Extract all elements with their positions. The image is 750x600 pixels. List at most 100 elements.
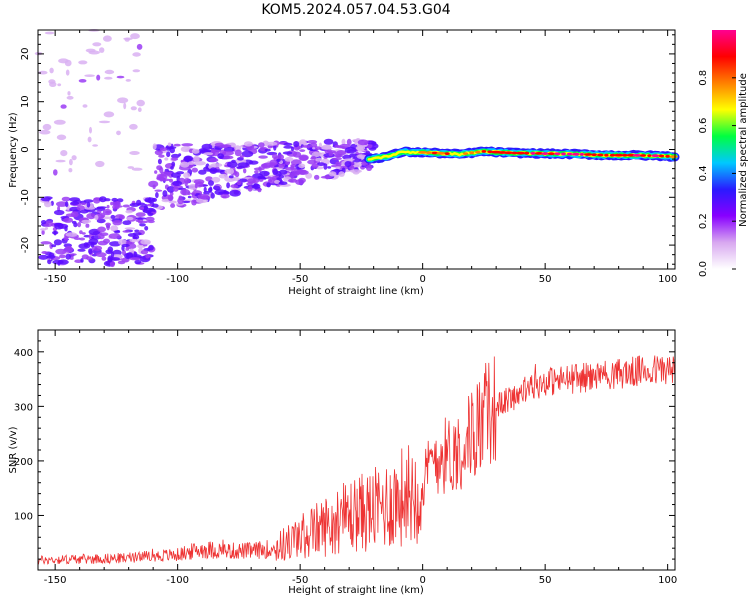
spectrogram-blob	[173, 143, 181, 147]
spectrogram-blob	[80, 258, 84, 263]
spectrogram-blob	[172, 180, 183, 186]
spectrogram-blob	[144, 199, 153, 203]
spectrogram-blob	[63, 217, 73, 223]
spectrogram-blob	[129, 151, 140, 155]
spectrogram-blob	[123, 102, 127, 110]
spectrogram-blob	[65, 69, 70, 76]
spectrogram-blob	[99, 196, 107, 203]
spectrogram-blob	[298, 163, 306, 169]
spectrogram-blob	[176, 171, 185, 175]
spectrogram-blob	[111, 197, 118, 202]
spectrogram-blob	[53, 222, 64, 227]
spectrogram-blob	[299, 149, 306, 153]
spectrogram-blob	[104, 76, 113, 80]
snr-xtick-label: -100	[166, 575, 189, 586]
spectrogram-blob	[282, 151, 293, 155]
spectrogram-ridge-peak	[541, 152, 549, 156]
spectrogram-blob	[114, 230, 121, 234]
spectrogram-blob	[110, 251, 115, 258]
spectrogram-blob	[44, 201, 50, 205]
spectrogram-blob	[49, 242, 53, 249]
spectrogram-blob	[155, 192, 159, 199]
spectrogram-blob	[158, 174, 164, 182]
spectrogram-blob	[42, 123, 52, 131]
spectrogram-blob	[328, 171, 337, 177]
spectrogram-blob	[349, 164, 355, 171]
spectrogram-blob	[61, 196, 71, 202]
spectrogram-ridge-peak	[469, 151, 475, 155]
spectrogram-blob	[210, 192, 215, 199]
spectrogram-blob	[107, 257, 113, 263]
spectrogram-blob	[229, 142, 236, 146]
spectrogram-blob	[177, 197, 184, 205]
spectrogram-ridge-peak	[613, 153, 624, 157]
spectrogram-blob	[69, 253, 77, 256]
spectrogram-blob	[191, 148, 200, 154]
spectrogram-blob	[95, 252, 107, 258]
spectrogram-blob	[135, 217, 147, 220]
snr-ytick-label: 400	[14, 348, 33, 359]
spectrogram-blob	[279, 169, 288, 175]
spectrogram-blob	[312, 147, 316, 150]
spectrogram-ridge-peak	[651, 154, 660, 158]
colorbar-tick-label: 0.4	[698, 165, 709, 181]
spectrogram-blob	[129, 238, 138, 243]
spectrogram-ridge-peak	[511, 151, 518, 155]
spectrogram-blob	[80, 209, 89, 214]
spectrogram-ridge-peak	[530, 151, 536, 155]
spectrogram-blob	[272, 168, 279, 176]
spectrogram-blob	[350, 169, 362, 174]
spectrogram-blob	[55, 159, 66, 163]
spectrogram-blob	[272, 153, 278, 160]
spectrogram-blob	[154, 170, 158, 174]
spectrogram-blob	[124, 227, 136, 230]
spectrogram-xtick-label: -100	[166, 274, 189, 285]
spectrogram-blob	[354, 139, 358, 146]
spectrogram-blob	[307, 159, 317, 165]
colorbar-tick-label: 0.0	[698, 261, 709, 277]
spectrogram-blob	[136, 99, 145, 107]
spectrogram-blob	[180, 146, 192, 153]
spectrogram-blob	[51, 244, 57, 248]
spectrogram-blob	[166, 186, 175, 193]
spectrogram-blob	[83, 199, 94, 203]
spectrogram-blob	[258, 155, 268, 159]
spectrogram-blob	[171, 161, 176, 167]
spectrogram-blob	[226, 161, 238, 168]
spectrogram-blob	[219, 144, 229, 149]
spectrogram-blob	[132, 52, 141, 57]
spectrogram-blob	[125, 247, 130, 251]
spectrogram-blob	[47, 259, 52, 265]
spectrogram-blob	[290, 171, 300, 176]
spectrogram-blob	[283, 142, 293, 146]
spectrogram-blob	[167, 194, 174, 202]
spectrogram-ridge-peak	[554, 152, 561, 156]
spectrogram-blob	[125, 240, 133, 245]
spectrogram-ridge-peak	[591, 153, 597, 157]
spectrogram-ridge-peak	[597, 153, 604, 157]
spectrogram-blob	[152, 184, 156, 190]
spectrogram-blob	[96, 210, 102, 214]
spectrogram-blob	[46, 254, 56, 259]
spectrogram-blob	[181, 200, 191, 204]
spectrogram-blob	[84, 74, 95, 77]
spectrogram-blob	[183, 155, 194, 162]
spectrogram-blob	[239, 155, 245, 158]
spectrogram-ytick-label: -20	[20, 237, 31, 253]
spectrogram-ridge-peak	[503, 151, 513, 155]
spectrogram-blob	[258, 142, 265, 148]
colorbar-ticks: 0.0 0.2 0.4 0.6 0.8	[698, 70, 736, 277]
spectrogram-blob	[170, 166, 174, 170]
spectrogram-blob	[124, 37, 130, 42]
spectrogram-blob	[85, 223, 90, 228]
spectrogram-blob	[159, 166, 164, 174]
spectrogram-blob	[259, 170, 270, 177]
snr-xtick-label: -50	[292, 575, 308, 586]
spectrogram-blob	[310, 155, 316, 159]
spectrogram-blob	[167, 142, 172, 147]
spectrogram-blob	[241, 150, 254, 158]
spectrogram-blob	[53, 230, 57, 236]
spectrogram-blob	[197, 194, 209, 199]
snr-ytick-label: 300	[14, 402, 33, 413]
spectrogram-blob	[169, 147, 175, 154]
